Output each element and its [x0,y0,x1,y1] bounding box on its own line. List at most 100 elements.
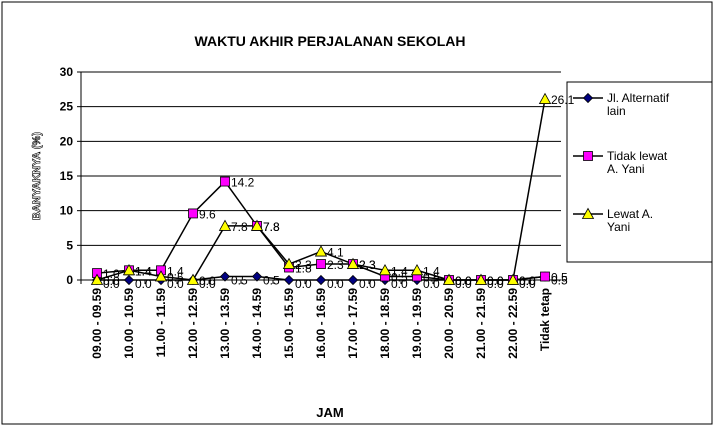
data-point [315,274,327,286]
data-point [538,92,552,104]
data-point [442,273,456,285]
data-label: 7.8 [231,220,248,234]
x-tick-label: 19.00 - 19.59 [410,288,424,359]
data-point [250,219,264,231]
x-axis-label: JAM [316,405,343,420]
x-tick-label: 18.00 - 18.59 [378,288,392,359]
x-tick-label: 21.00 - 21.59 [474,288,488,359]
data-label: 1.4 [391,264,408,278]
data-point [220,176,230,187]
data-point [314,245,328,257]
data-label: 1.4 [135,264,152,278]
x-tick-label: 11.00 - 11.59 [154,288,168,358]
data-label: 0.0 [455,274,472,288]
data-label: 0.0 [519,274,536,288]
data-label: 0.5 [551,274,568,288]
data-label: 0.0 [199,274,216,288]
data-label: 0.0 [391,277,408,291]
data-label: 0.0 [487,274,504,288]
y-tick-label: 25 [60,100,74,114]
legend-label: Jl. Alternatif lain [607,91,670,118]
legend-marker [581,207,595,219]
x-tick-label: 20.00 - 20.59 [442,288,456,359]
x-tick-label: 15.00 - 15.59 [282,288,296,359]
x-tick-label: 10.00 - 10.59 [122,288,136,359]
x-tick-label: 09.00 - 09.59 [90,288,104,359]
data-point [219,271,231,282]
data-label: 1.4 [135,264,152,278]
legend-box [566,81,713,263]
data-label: 7.8 [263,220,280,234]
y-tick-label: 20 [60,134,74,148]
data-point [283,274,295,286]
data-label: 1.4 [423,264,440,278]
x-tick-label: 17.00 - 17.59 [346,288,360,359]
chart-title: WAKTU AKHIR PERJALANAN SEKOLAH [195,33,466,49]
y-tick-label: 10 [60,204,74,218]
x-tick-label: 22.00 - 22.59 [506,288,520,359]
data-point [347,274,359,286]
data-label: 2.3 [295,258,312,272]
legend-marker [583,151,593,161]
data-point [251,271,263,282]
data-label: 0.0 [487,277,504,291]
x-tick-label: 16.00 - 16.59 [314,288,328,359]
y-tick-label: 0 [66,273,73,287]
data-label: 1.4 [167,264,184,278]
data-label: 0.0 [423,277,440,291]
data-label: 14.2 [231,176,255,190]
data-label: 0.5 [551,271,568,285]
data-label: 0.0 [327,277,344,291]
data-label: 0.0 [455,277,472,291]
x-tick-label: 12.00 - 12.59 [186,288,200,359]
data-label: 0.5 [167,271,184,285]
data-label: 2.3 [359,258,376,272]
data-label: 0.0 [199,277,216,291]
data-point [154,270,168,282]
data-label: 0.0 [103,274,120,288]
data-point [346,257,360,269]
data-label: 0.0 [103,277,120,291]
data-point [474,273,488,285]
data-label: 2.3 [359,258,376,272]
data-point [186,273,200,285]
legend-label: Lewat A. Yani [607,207,654,234]
data-point [316,259,326,269]
data-label: 2.3 [327,258,344,272]
data-point [410,263,424,276]
data-point [218,219,232,231]
data-label: 1.0 [103,267,120,281]
data-label: 1.8 [295,262,312,276]
data-point [282,257,296,269]
data-label: 0.5 [391,271,408,285]
data-label: 0.0 [519,274,536,288]
data-label: 26.1 [551,93,575,107]
data-point [188,208,198,219]
x-tick-label: 14.00 - 14.59 [250,288,264,359]
data-label: 0.0 [167,277,184,291]
data-label: 7.8 [263,220,280,234]
y-axis-label: BANYAKNYA (%) [31,132,43,220]
data-point [540,271,550,282]
y-tick-label: 5 [66,238,73,252]
data-label: 0.0 [455,274,472,288]
data-point [123,274,135,286]
data-label: 0.0 [295,277,312,291]
data-label: 9.6 [199,207,216,221]
y-tick-label: 30 [60,65,74,79]
x-tick-label: Tidak tetap [538,288,552,351]
data-point [90,273,104,285]
data-label: 0.0 [487,274,504,288]
data-label: 0.0 [135,277,152,291]
data-label: 0.5 [263,274,280,288]
data-point [506,273,520,285]
data-point [378,263,392,276]
y-tick-label: 15 [60,169,74,183]
data-point [122,263,136,276]
data-label: 4.1 [327,246,344,260]
x-tick-label: 13.00 - 13.59 [218,288,232,359]
data-label: 0.5 [423,271,440,285]
legend-label: Tidak lewat A. Yani [607,149,668,176]
